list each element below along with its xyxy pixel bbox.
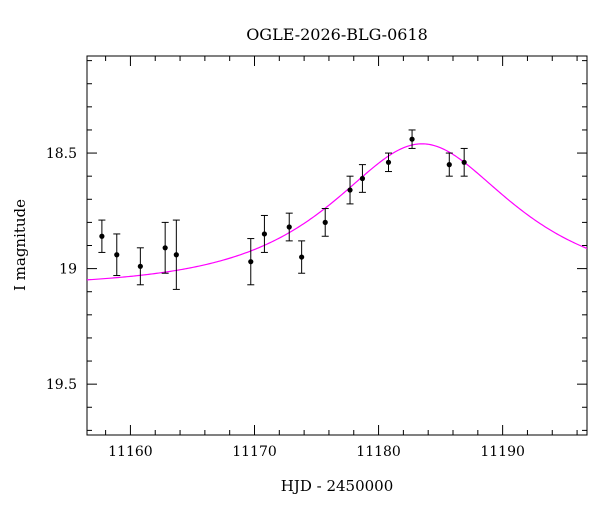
y-tick-label: 18.5 <box>46 146 77 162</box>
x-tick-label: 11170 <box>232 444 277 460</box>
chart-title: OGLE-2026-BLG-0618 <box>246 25 428 44</box>
data-point <box>446 162 452 168</box>
data-point <box>137 263 143 269</box>
data-point <box>162 245 168 251</box>
x-axis-label: HJD - 2450000 <box>281 477 394 495</box>
data-points-layer <box>98 129 468 290</box>
data-point <box>261 231 268 237</box>
data-point <box>99 233 105 239</box>
y-major-ticks: 18.5 19 19.5 <box>46 146 587 393</box>
data-point <box>248 259 254 265</box>
x-tick-label: 11180 <box>356 444 401 460</box>
x-minor-ticks <box>105 56 578 435</box>
y-minor-ticks <box>87 60 587 431</box>
data-point <box>299 254 305 260</box>
plot-frame <box>86 55 588 436</box>
data-point <box>461 159 467 165</box>
y-tick-label: 19 <box>59 262 77 278</box>
data-point <box>409 136 415 142</box>
y-tick-label: 19.5 <box>46 377 77 393</box>
model-curve <box>86 143 588 281</box>
data-point <box>385 159 392 165</box>
data-point <box>173 252 179 258</box>
model-curve-layer <box>86 143 588 281</box>
data-point <box>322 219 328 225</box>
x-tick-label: 11190 <box>480 444 525 460</box>
data-point <box>359 175 366 182</box>
y-axis-label: I magnitude <box>11 199 29 291</box>
x-major-ticks: 11160 11170 11180 11190 <box>108 56 525 460</box>
data-point <box>286 224 292 230</box>
data-point <box>347 187 353 193</box>
x-tick-label: 11160 <box>108 444 153 460</box>
data-point <box>114 252 120 258</box>
